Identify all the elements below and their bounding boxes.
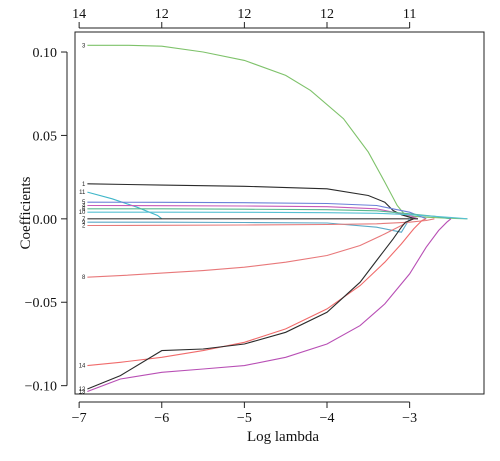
series-label-6: 6: [82, 207, 86, 213]
x-tick-label: −6: [154, 411, 169, 426]
top-tick-label: 11: [403, 7, 416, 22]
top-tick-label: 14: [72, 7, 86, 22]
x-axis-title: Log lambda: [247, 429, 319, 445]
series-line-5: [87, 201, 427, 220]
x-tick-label: −4: [320, 411, 335, 426]
bottom-axis: −7 −6 −5 −4 −3: [72, 401, 417, 426]
series-line-1: [87, 183, 418, 220]
y-tick-label: −0.10: [25, 380, 57, 395]
series-line-12: [87, 218, 415, 390]
series-line-10: [87, 211, 468, 220]
series-label-8: 8: [82, 275, 86, 281]
top-tick-label: 12: [320, 7, 334, 22]
series-label-11: 11: [79, 190, 86, 196]
series-line-9: [87, 218, 411, 233]
top-axis: 14 12 12 12 11: [72, 7, 416, 29]
series-label-14: 14: [79, 364, 86, 370]
series-label-9: 9: [82, 220, 86, 226]
series-label-13: 13: [79, 389, 86, 395]
series-label-4: 4: [82, 203, 86, 209]
x-tick-label: −3: [402, 411, 417, 426]
y-tick-label: 0.10: [33, 46, 58, 61]
series-label-3: 3: [82, 43, 86, 49]
y-tick-label: 0.05: [33, 129, 58, 144]
y-tick-label: 0.00: [33, 213, 58, 228]
y-axis-title: Coefficients: [18, 176, 34, 249]
series-line-8: [87, 218, 415, 278]
series-label-1: 1: [82, 182, 86, 188]
series-label-5: 5: [82, 200, 86, 206]
series-label-10: 10: [79, 210, 86, 216]
curves-group: [87, 44, 468, 393]
series-line-2: [87, 218, 435, 227]
left-axis: −0.10 −0.05 0.00 0.05 0.10: [25, 46, 68, 395]
top-tick-label: 12: [155, 7, 169, 22]
series-line-3: [87, 44, 468, 220]
series-line-4: [87, 204, 419, 220]
top-tick-label: 12: [237, 7, 251, 22]
series-label-7: 7: [82, 217, 86, 223]
y-tick-label: −0.05: [25, 296, 57, 311]
series-label-12: 12: [79, 387, 86, 393]
series-line-14: [87, 218, 427, 367]
x-tick-label: −7: [72, 411, 87, 426]
series-line-13: [87, 218, 452, 393]
plot-frame: [74, 31, 485, 395]
series-label-2: 2: [82, 224, 86, 230]
x-tick-label: −5: [237, 411, 252, 426]
series-line-11: [87, 191, 163, 220]
